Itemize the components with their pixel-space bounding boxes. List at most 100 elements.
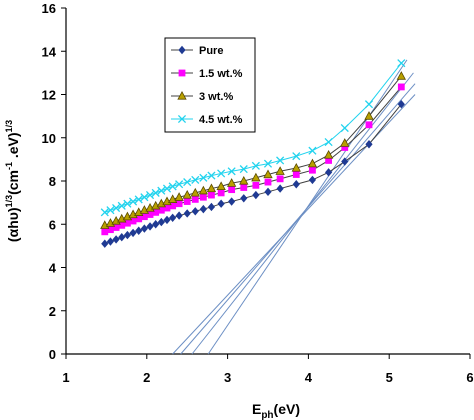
series-point (396, 71, 406, 80)
x-label-sub: ph (261, 410, 273, 420)
legend-marker (177, 114, 187, 124)
y-label-sup1: 1/3 (4, 195, 14, 208)
y-tick-label: 2 (49, 304, 56, 319)
series-point (162, 184, 172, 193)
series-point (276, 175, 284, 183)
series-point (175, 211, 183, 220)
series-point (145, 190, 155, 200)
y-tick-label: 8 (49, 174, 56, 189)
series-point (129, 197, 138, 206)
series-point (183, 209, 191, 218)
series-point (124, 219, 131, 227)
series-2 (101, 83, 405, 236)
series-point (292, 180, 300, 189)
y-ticks: 0 2 4 6 8 10 12 14 16 (42, 1, 66, 362)
y-tick-label: 16 (42, 1, 56, 16)
legend-label: 3 wt.% (199, 91, 233, 103)
y-tick-label: 4 (49, 261, 57, 276)
series-point (183, 198, 191, 205)
series-point (239, 175, 249, 185)
series-point (140, 224, 148, 233)
series-point (101, 228, 109, 236)
series-point (307, 158, 318, 168)
series-point (191, 195, 199, 203)
legend-marker (178, 69, 186, 77)
series-point (134, 195, 143, 204)
series-point (174, 192, 184, 201)
series-point (135, 215, 143, 223)
series-point (157, 217, 165, 227)
series-point (191, 207, 199, 216)
series-point (175, 200, 183, 208)
series-point (152, 220, 160, 229)
x-tick-label: 6 (466, 370, 473, 385)
series-point (308, 146, 317, 155)
series-point (129, 217, 137, 225)
series-point (397, 100, 405, 109)
y-tick-label: 12 (42, 88, 56, 103)
series-point (292, 152, 301, 161)
y-label-mid2: .eV) (5, 132, 21, 162)
series-point (140, 193, 149, 202)
x-tick-label: 5 (386, 370, 393, 385)
series-point (291, 162, 301, 172)
x-ticks: 1 2 3 4 5 6 (62, 354, 474, 385)
series-point (276, 184, 284, 193)
fit-line-4 (207, 59, 408, 355)
series-point (191, 175, 200, 184)
series-point (226, 178, 237, 187)
series-point (175, 180, 184, 189)
series-point (263, 169, 273, 179)
series-point (106, 237, 115, 246)
y-tick-label: 6 (49, 217, 56, 232)
y-label-mid: (cm (5, 170, 21, 195)
series-point (123, 199, 132, 208)
series-point (140, 213, 148, 221)
series-point (341, 157, 349, 166)
series-point (365, 121, 373, 129)
series-point (183, 178, 192, 187)
series-point (364, 100, 374, 109)
series-point (163, 215, 171, 225)
y-label-main: (αhυ) (5, 207, 21, 242)
series-point (118, 233, 126, 242)
series-point (207, 202, 216, 212)
series-point (397, 59, 406, 68)
x-tick-label: 3 (224, 370, 231, 385)
series-point (217, 189, 225, 197)
series-point (152, 208, 160, 216)
series-point (198, 185, 209, 195)
series-point (118, 221, 126, 229)
series-point (292, 171, 300, 178)
legend-label: Pure (199, 45, 223, 57)
y-label-sup3: 1/3 (4, 120, 14, 133)
series-point (157, 186, 166, 195)
series-1 (101, 100, 405, 248)
series-point (208, 191, 215, 199)
series-point (169, 213, 177, 222)
y-axis-label: (αhυ)1/3(cm-1 .eV)1/3 (4, 120, 21, 242)
series-point (276, 156, 285, 165)
series-point (325, 157, 332, 164)
series-point (151, 188, 160, 197)
series-point (239, 165, 248, 174)
x-label-main: E (252, 401, 261, 417)
series-point (275, 166, 285, 175)
series-point (123, 230, 132, 240)
series-point (216, 181, 226, 191)
series-point (100, 208, 109, 217)
series-point (252, 181, 260, 189)
series-point (364, 111, 374, 120)
series-point (168, 182, 177, 191)
series-point (157, 206, 165, 214)
series-point (227, 167, 236, 176)
series-point (169, 202, 177, 210)
x-tick-label: 4 (305, 370, 313, 385)
series-point (199, 173, 208, 182)
series-point (309, 166, 316, 174)
series-point (112, 203, 121, 213)
series-point (146, 222, 154, 231)
series-point (199, 193, 207, 201)
series-point (199, 204, 207, 214)
